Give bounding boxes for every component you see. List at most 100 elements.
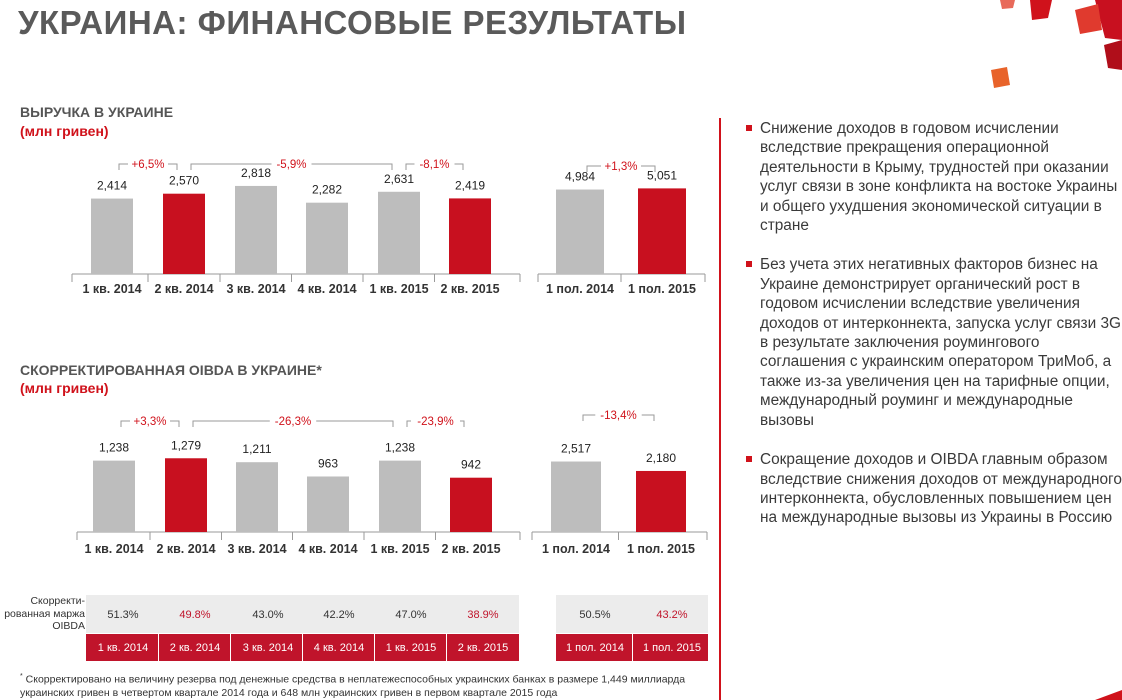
data-label: 2,414 [97, 179, 127, 193]
category-label: 4 кв. 2014 [297, 282, 356, 296]
margin-value: 43.2% [656, 609, 688, 621]
data-label: 1,238 [385, 441, 415, 455]
data-label: 2,631 [384, 172, 414, 186]
bar [556, 189, 604, 274]
bullet-item: Сокращение доходов и OIBDA главным образ… [746, 450, 1122, 528]
category-label: 1 кв. 2014 [84, 542, 143, 556]
bar [91, 198, 133, 274]
annotation-bracket-right [460, 420, 465, 427]
margin-band-quarters [86, 595, 519, 633]
category-label: 2 кв. 2015 [440, 282, 499, 296]
oibda-chart-title: СКОРРЕКТИРОВАННАЯ OIBDA В УКРАИНЕ* [20, 362, 322, 378]
bullet-square-icon [746, 456, 752, 463]
category-label: 3 кв. 2014 [227, 542, 286, 556]
oibda-chart-unit: (млн гривен) [20, 380, 109, 396]
bar [378, 191, 420, 274]
quarter-label: 2 кв. 2015 [457, 642, 509, 654]
annotation-label: +1,3% [605, 161, 638, 173]
margin-value: 43.0% [252, 609, 284, 621]
quarter-label: 1 кв. 2014 [97, 642, 149, 654]
bar [235, 185, 277, 274]
margin-value: 38.9% [467, 609, 499, 621]
page-title: УКРАИНА: ФИНАНСОВЫЕ РЕЗУЛЬТАТЫ [18, 4, 687, 41]
bar [636, 470, 686, 532]
margin-value: 51.3% [107, 609, 139, 621]
annotation-label: -8,1% [419, 159, 449, 171]
revenue-chart-unit: (млн гривен) [20, 123, 109, 139]
footnote: * Скорректировано на величину резерва по… [20, 670, 700, 700]
annotation-bracket-left [582, 414, 587, 421]
category-label: 1 кв. 2015 [370, 542, 429, 556]
bar [638, 188, 686, 274]
category-label: 1 кв. 2015 [369, 282, 428, 296]
annotation-bracket-left [586, 165, 591, 172]
bar [450, 477, 492, 532]
bar [165, 458, 207, 532]
revenue-chart-title: ВЫРУЧКА В УКРАИНЕ [20, 104, 174, 120]
data-label: 1,279 [171, 438, 201, 452]
category-label: 1 пол. 2014 [546, 282, 614, 296]
decorative-cubes-top [991, 0, 1122, 88]
bar [307, 476, 349, 532]
revenue-halfyear-chart: 4,984 1 пол. 2014 5,051 1 пол. 2015 +1,3% [537, 161, 706, 296]
table-separator [158, 634, 159, 661]
quarter-label: 1 кв. 2015 [385, 642, 437, 654]
bullet-item: Снижение доходов в годовом исчислении вс… [746, 119, 1122, 235]
annotation-label: +3,3% [134, 416, 167, 428]
annotation-label: -13,4% [600, 410, 636, 422]
data-label: 1,211 [242, 442, 271, 456]
annotation-bracket-right [651, 165, 656, 172]
margin-value: 50.5% [579, 609, 611, 621]
oibda-halfyear-chart: 2,517 1 пол. 2014 2,180 1 пол. 2015 -13,4% [531, 410, 708, 556]
bar [551, 461, 601, 532]
annotation-label: -26,3% [275, 416, 311, 428]
bar [449, 198, 491, 274]
quarter-label: 4 кв. 2014 [313, 642, 365, 654]
revenue-quarterly-chart: 2,414 1 кв. 2014 2,570 2 кв. 2014 2,818 3 кв.… [71, 159, 521, 296]
margin-value: 47.0% [395, 609, 427, 621]
annotation-bracket-right [175, 420, 180, 427]
margin-row-label: Скорректи-рованная маржа OIBDA [4, 595, 85, 632]
category-label: 4 кв. 2014 [298, 542, 357, 556]
data-label: 2,419 [455, 178, 485, 192]
data-label: 2,180 [646, 451, 676, 465]
quarter-label: 3 кв. 2014 [242, 642, 294, 654]
table-separator [302, 634, 303, 661]
bullet-list: Снижение доходов в годовом исчислении вс… [746, 119, 1122, 548]
annotation-bracket-left [406, 420, 411, 427]
quarter-label: 2 кв. 2014 [169, 642, 221, 654]
bar [236, 462, 278, 532]
category-label: 2 кв. 2014 [154, 282, 213, 296]
annotation-bracket-right [459, 163, 464, 170]
annotation-bracket-right [173, 163, 178, 170]
footnote-text: Скорректировано на величину резерва под … [20, 673, 686, 699]
bar [163, 193, 205, 274]
category-label: 1 пол. 2015 [628, 282, 696, 296]
category-label: 1 пол. 2015 [627, 542, 695, 556]
category-label: 1 кв. 2014 [82, 282, 141, 296]
category-label: 1 пол. 2014 [542, 542, 610, 556]
data-label: 2,570 [169, 174, 199, 188]
data-label: 2,517 [561, 442, 591, 456]
margin-band-halves [556, 595, 708, 633]
margin-value: 49.8% [179, 609, 211, 621]
halfyear-label: 1 пол. 2014 [565, 642, 624, 654]
footnote-marker: * [20, 673, 23, 680]
annotation-bracket-left [405, 163, 410, 170]
bar [306, 202, 348, 274]
annotation-bracket-left [190, 163, 195, 170]
halfyear-label: 1 пол. 2015 [642, 642, 701, 654]
annotation-bracket-right [389, 420, 394, 427]
annotation-bracket-left [118, 163, 123, 170]
decorative-cube-bottom [1095, 690, 1122, 700]
data-label: 4,984 [565, 170, 595, 184]
bar [379, 460, 421, 532]
annotation-bracket-left [120, 420, 125, 427]
category-label: 3 кв. 2014 [226, 282, 285, 296]
vertical-divider [719, 118, 721, 700]
annotation-bracket-left [192, 420, 197, 427]
oibda-quarterly-chart: 1,238 1 кв. 2014 1,279 2 кв. 2014 1,211 3 кв.… [76, 416, 521, 556]
table-separator [446, 634, 447, 661]
data-label: 942 [461, 458, 481, 472]
annotation-bracket-right [388, 163, 393, 170]
